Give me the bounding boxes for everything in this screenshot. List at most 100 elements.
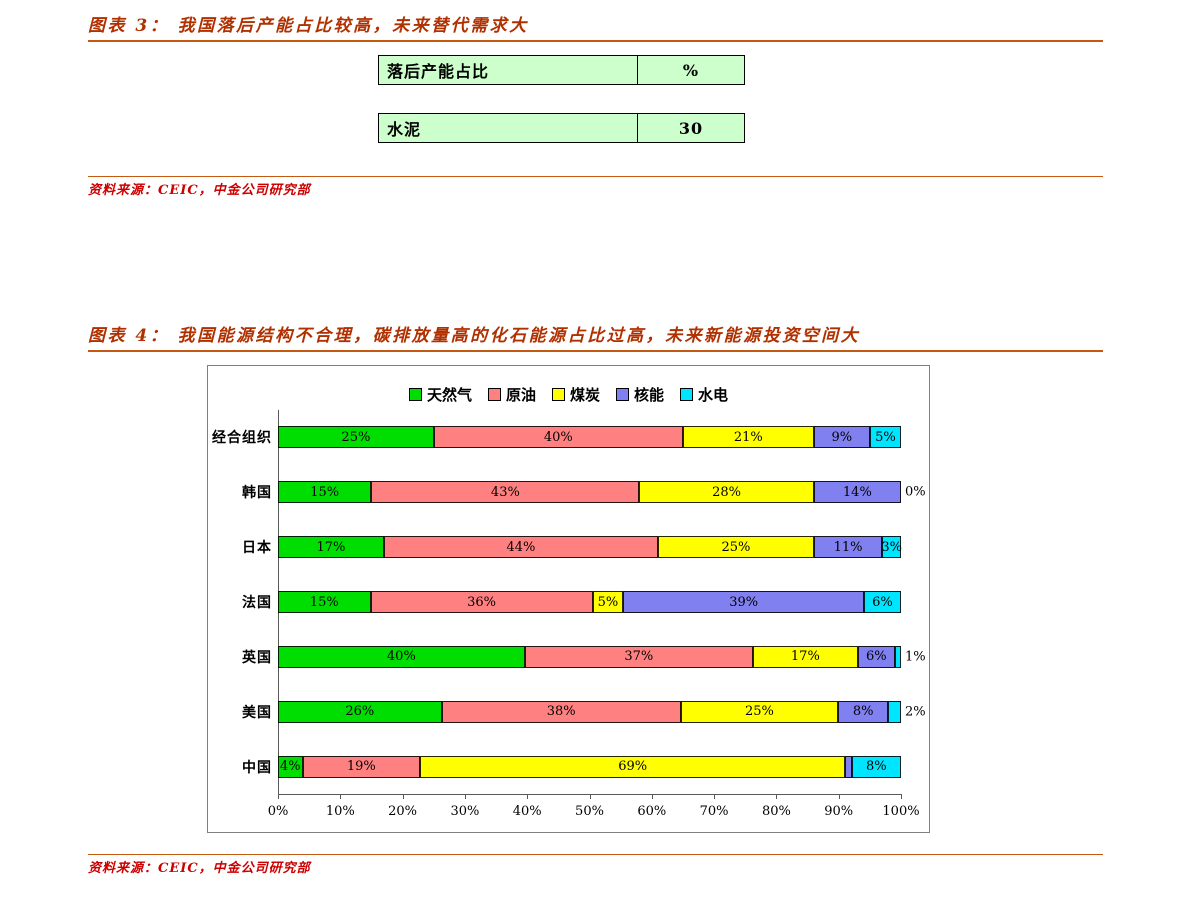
bar-segment: 25% [278, 426, 434, 449]
bar-value-label: 2% [905, 704, 926, 720]
bar-row: 25% 40% 21% 9% 5% [278, 426, 901, 449]
bar-value-label: 25% [744, 704, 774, 720]
legend-item: 天然气 [408, 384, 472, 405]
category-label: 中国 [242, 759, 272, 776]
bar-value-label: 25% [721, 539, 751, 555]
bar-row: 17% 44% 25% 11% 3% [278, 536, 902, 559]
bar-value-label: 4% [280, 759, 301, 775]
capacity-table-cell-value: 30 [637, 113, 745, 143]
bar-value-label: 6% [865, 649, 887, 665]
bar-segment: 44% [383, 536, 659, 559]
bar-segment: 28% [639, 481, 814, 504]
chart-legend: 天然气 原油 煤炭 核能 水电 [208, 384, 929, 405]
legend-swatch [616, 388, 629, 401]
bar-segment: 21% [682, 426, 814, 449]
legend-label: 煤炭 [569, 386, 600, 404]
bar-value-label: 28% [712, 484, 741, 500]
bar-value-label: 6% [872, 594, 893, 610]
x-axis-tick [651, 794, 653, 799]
legend-item: 煤炭 [551, 384, 600, 405]
bar-segment: 8% [838, 700, 889, 723]
bar-segment: 4% [278, 755, 303, 778]
bar-value-label: 21% [733, 429, 763, 445]
x-axis-tick [402, 794, 404, 799]
bar-value-label: 25% [341, 429, 371, 445]
x-axis-tick [589, 794, 591, 799]
bar-value-label: 5% [597, 594, 619, 610]
bar-segment [894, 645, 901, 668]
bar-segment [888, 700, 901, 723]
legend-swatch [551, 388, 565, 401]
bar-row: 26% 38% 25% 8% [278, 700, 901, 723]
bar-value-label: 9% [831, 429, 853, 445]
x-axis-tick-label: 40% [512, 804, 542, 819]
bar-value-label: 36% [467, 594, 496, 610]
bar-value-label: 39% [729, 594, 759, 610]
legend-item: 核能 [616, 384, 664, 405]
capacity-table-data-row: 水泥 30 [378, 113, 745, 143]
bar-value-label: 19% [346, 759, 376, 775]
energy-mix-chart: 天然气 原油 煤炭 核能 水电 经合组织 25% 40% 21% 9% 5% 韩国 0% 15% 43% 2… [207, 365, 930, 833]
x-axis-tick [838, 794, 840, 799]
x-axis-tick-label: 80% [761, 804, 791, 819]
x-axis-tick-label: 20% [388, 804, 418, 819]
bar-value-label: 26% [345, 704, 375, 720]
capacity-table-header-name: 落后产能占比 [378, 55, 638, 85]
category-label: 经合组织 [212, 430, 272, 447]
category-label: 英国 [242, 649, 272, 666]
bar-segment: 37% [524, 645, 753, 668]
bar-segment: 15% [278, 591, 371, 613]
bar-value-label: 14% [842, 484, 872, 500]
bar-segment: 6% [857, 645, 895, 668]
bar-value-label: 8% [852, 704, 874, 720]
bar-segment: 25% [680, 700, 839, 723]
category-label: 美国 [242, 704, 272, 721]
bar-row: 40% 37% 17% 6% [278, 645, 901, 668]
bar-value-label: 15% [310, 484, 340, 500]
bar-segment: 69% [419, 755, 846, 778]
x-axis-tick-label: 70% [699, 804, 729, 819]
legend-item: 水电 [680, 384, 728, 405]
x-axis-tick-label: 0% [267, 804, 289, 819]
bar-segment: 43% [371, 481, 640, 504]
bar-segment: 36% [370, 591, 593, 613]
capacity-table-header-row: 落后产能占比 % [378, 55, 745, 85]
figure4-title-rule [88, 350, 1103, 352]
x-axis-tick-label: 90% [824, 804, 854, 819]
bar-segment: 5% [869, 426, 901, 449]
legend-label: 天然气 [426, 386, 472, 404]
legend-swatch [680, 388, 694, 401]
bar-segment: 3% [881, 536, 902, 559]
bar-row: 15% 43% 28% 14% [278, 481, 901, 504]
bar-segment: 40% [278, 645, 525, 668]
x-axis-tick [714, 794, 716, 799]
bar-segment: 39% [623, 591, 864, 613]
bar-segment: 17% [752, 645, 858, 668]
x-axis-tick [527, 794, 529, 799]
bar-value-label: 43% [490, 484, 520, 500]
bar-value-label: 17% [316, 539, 346, 555]
figure3-source-rule [88, 176, 1103, 177]
category-label: 韩国 [242, 485, 272, 502]
x-axis-tick [278, 794, 279, 799]
legend-swatch [408, 388, 422, 401]
legend-label: 核能 [634, 386, 665, 404]
capacity-table-header-unit: % [637, 55, 745, 85]
bar-segment: 5% [592, 591, 624, 613]
bar-value-label: 5% [875, 429, 896, 445]
legend-swatch [487, 388, 501, 401]
bar-segment [845, 755, 852, 778]
capacity-table-cell-cement: 水泥 [378, 113, 638, 143]
bar-row: 4% 19% 69% 8% [278, 755, 901, 778]
bar-value-label: 37% [624, 649, 654, 665]
bar-segment: 11% [813, 536, 883, 559]
x-axis-tick [464, 794, 466, 799]
bar-value-label: 40% [386, 649, 416, 665]
category-label: 法国 [242, 595, 272, 611]
bar-segment: 15% [278, 481, 372, 504]
legend-item: 原油 [487, 384, 536, 405]
x-axis-tick-label: 10% [325, 804, 355, 819]
bar-value-label: 44% [506, 539, 536, 555]
x-axis-tick-label: 50% [575, 804, 604, 819]
legend-label: 原油 [505, 386, 536, 404]
